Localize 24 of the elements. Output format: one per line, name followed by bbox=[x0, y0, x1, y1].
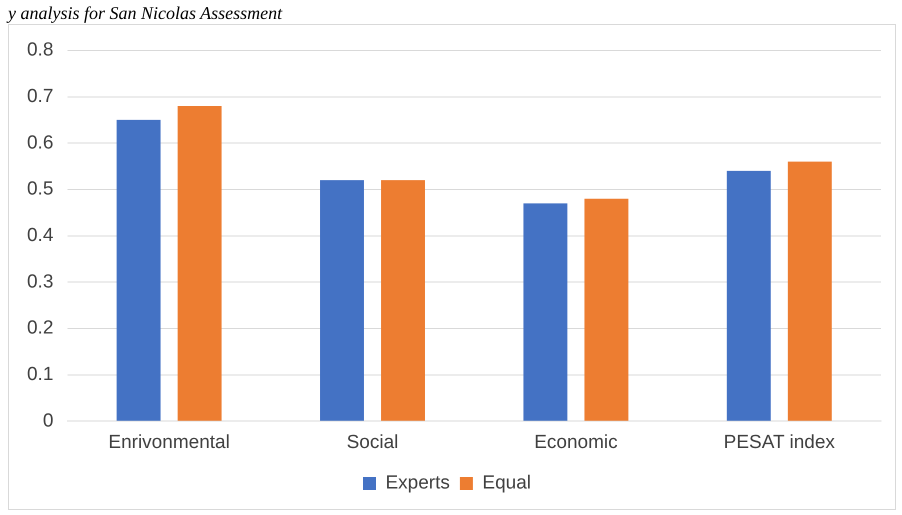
bar bbox=[381, 180, 425, 421]
x-tick-label: Social bbox=[346, 432, 398, 453]
bar bbox=[726, 170, 771, 421]
y-tick-label: 0.2 bbox=[26, 318, 54, 339]
legend-label: Equal bbox=[482, 472, 532, 494]
y-tick-label: 0.8 bbox=[26, 40, 54, 61]
y-tick-label: 0.5 bbox=[26, 178, 54, 200]
y-tick-label: 0.1 bbox=[26, 364, 54, 386]
y-tick-label: 0.4 bbox=[26, 225, 54, 246]
chart-title: y analysis for San Nicolas Assessment bbox=[8, 2, 284, 24]
y-tick-label: 0 bbox=[42, 410, 54, 432]
bar bbox=[584, 198, 628, 421]
bar bbox=[320, 180, 364, 421]
bar bbox=[788, 162, 832, 421]
bar bbox=[116, 120, 161, 421]
x-tick-label: PESAT index bbox=[724, 432, 836, 453]
y-tick-label: 0.7 bbox=[26, 86, 54, 107]
legend-label: Experts bbox=[385, 472, 450, 494]
x-tick-label: Enrivonmental bbox=[108, 432, 230, 453]
bar bbox=[523, 203, 568, 421]
x-tick-label: Economic bbox=[534, 432, 618, 453]
y-tick-label: 0.6 bbox=[26, 132, 54, 154]
y-tick-label: 0.3 bbox=[26, 271, 54, 292]
bar bbox=[178, 106, 222, 421]
